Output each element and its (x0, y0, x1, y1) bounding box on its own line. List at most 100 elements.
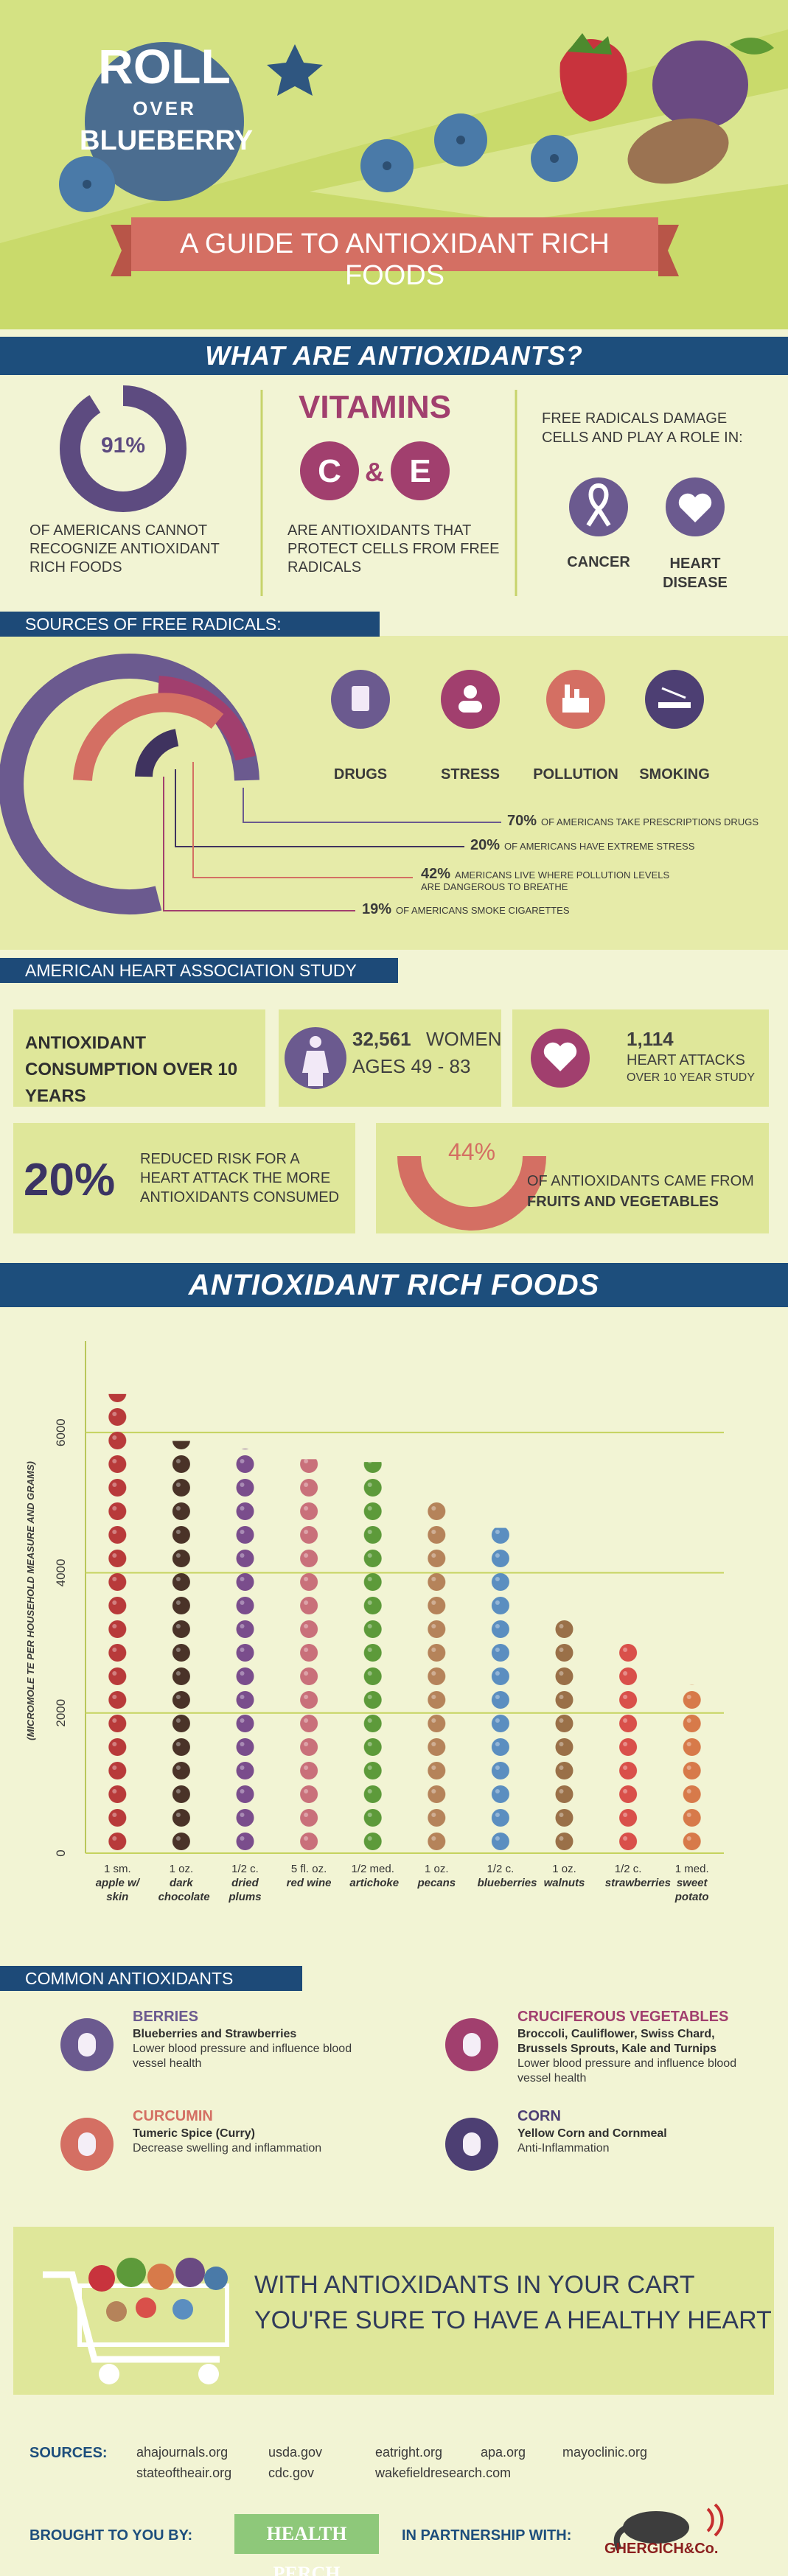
y-tick-label: 6000 (54, 1418, 68, 1446)
fruit-pct: 44% (447, 1138, 496, 1165)
vitamin: E (409, 453, 431, 489)
bar (677, 1684, 707, 1853)
category: dried plums (229, 1877, 262, 1903)
bar (422, 1502, 452, 1853)
study-art (0, 983, 788, 1263)
cart-art (13, 2227, 774, 2395)
x-tick-label: 1/2 c. strawberries (596, 1862, 672, 1890)
sources-label: SOURCES: (29, 2445, 108, 2461)
item-icon-glyph (78, 2132, 96, 2156)
bar (294, 1459, 324, 1853)
bar (549, 1615, 579, 1853)
category: pecans (417, 1877, 456, 1889)
x-tick-label: 5 fl. oz. red wine (277, 1862, 341, 1890)
x-tick-label: 1/2 c. dried plums (213, 1862, 277, 1904)
measure: 1 oz. (425, 1863, 449, 1875)
title-line: BLUEBERRY (80, 125, 254, 156)
cart-line: YOU'RE SURE TO HAVE A HEALTHY HEART (254, 2306, 772, 2334)
risk: 20% (24, 1155, 116, 1205)
source-link[interactable]: mayoclinic.org (562, 2445, 648, 2460)
source-link[interactable]: stateoftheair.org (136, 2465, 232, 2480)
brand[interactable]: HEALTH PERCH (234, 2514, 379, 2576)
source-label: DRUGS (333, 766, 388, 783)
item-foods: Broccoli, Cauliflower, Swiss Chard, Brus… (517, 2028, 716, 2055)
measure: 1/2 c. (231, 1863, 259, 1875)
y-tick-label: 2000 (54, 1699, 68, 1727)
bar (485, 1527, 515, 1853)
item-name: CURCUMIN (133, 2108, 213, 2124)
stat-text: OF AMERICANS HAVE EXTREME STRESS (504, 841, 695, 852)
x-tick-label: 1/2 med. artichoke (341, 1862, 405, 1890)
item-foods: Blueberries and Strawberries (133, 2028, 297, 2040)
vitamin: C (318, 453, 341, 489)
partner-art (613, 2503, 724, 2551)
item-name: BERRIES (133, 2009, 198, 2025)
measure: 1 sm. (103, 1863, 131, 1875)
fruit-bold: FRUITS AND VEGETABLES (527, 1194, 719, 1210)
subtitle: A GUIDE TO ANTIOXIDANT RICH FOODS (180, 228, 610, 291)
women-count: 32,561 (352, 1028, 411, 1050)
partner[interactable]: GHERGICH&Co. (604, 2541, 719, 2557)
attacks-label: HEART ATTACKS (627, 1052, 745, 1068)
x-tick-label: 1 sm. apple w/ skin (86, 1862, 150, 1904)
section-label: SOURCES OF FREE RADICALS: (0, 612, 380, 637)
risk-text: REDUCED RISK FOR A HEART ATTACK THE MORE… (140, 1151, 340, 1205)
measure: 1 oz. (552, 1863, 576, 1875)
radicals-art (0, 611, 788, 950)
x-tick-label: 1 oz. walnuts (532, 1862, 596, 1890)
title-line: ROLL (98, 39, 231, 94)
women-label: WOMEN (426, 1028, 502, 1050)
measure: 1/2 med. (351, 1863, 394, 1875)
category: red wine (286, 1877, 332, 1889)
source-link[interactable]: ahajournals.org (136, 2445, 229, 2460)
item-icon-glyph (78, 2033, 96, 2057)
category: strawberries (604, 1877, 672, 1889)
disease: HEART DISEASE (663, 556, 728, 591)
stat-value: 19% (362, 901, 392, 917)
brought: BROUGHT TO YOU BY: (29, 2527, 193, 2544)
chart-title: ANTIOXIDANT RICH FOODS (0, 1263, 788, 1307)
stat-text: AMERICANS LIVE WHERE POLLUTION LEVELS AR… (421, 869, 670, 892)
stat-row: 70% OF AMERICANS TAKE PRESCRIPTIONS DRUGS (507, 813, 773, 829)
source-label: STRESS (440, 766, 501, 783)
item-foods: Tumeric Spice (Curry) (133, 2127, 255, 2140)
women-ages: AGES 49 - 83 (352, 1055, 471, 1077)
item-name: CORN (517, 2108, 561, 2124)
stat-text: OF AMERICANS SMOKE CIGARETTES (396, 905, 570, 916)
item-text: Anti-Inflammation (517, 2142, 610, 2155)
item-icon-glyph (463, 2033, 481, 2057)
item: CRUCIFEROUS VEGETABLES Broccoli, Cauliflo… (517, 2009, 761, 2086)
source-link[interactable]: cdc.gov (268, 2465, 315, 2480)
stat-row: 19% OF AMERICANS SMOKE CIGARETTES (362, 901, 657, 917)
cart-line: WITH ANTIOXIDANTS IN YOUR CART (254, 2271, 695, 2299)
attacks-sub: OVER 10 YEAR STUDY (627, 1071, 755, 1084)
item-icon-glyph (463, 2132, 481, 2156)
stat: 91% (100, 433, 146, 458)
source-link[interactable]: apa.org (481, 2445, 526, 2460)
item: BERRIES Blueberries and Strawberries Lower… (133, 2009, 369, 2071)
vitamins-title: VITAMINS (299, 389, 451, 425)
measure: 1 oz. (169, 1863, 194, 1875)
x-tick-label: 1 oz. dark chocolate (150, 1862, 214, 1904)
bar (358, 1462, 388, 1853)
item-text: Lower blood pressure and influence blood… (517, 2057, 737, 2085)
partnership: IN PARTNERSHIP WITH: (402, 2527, 572, 2544)
source-link[interactable]: usda.gov (268, 2445, 323, 2460)
measure: 1 med. (674, 1863, 709, 1875)
section-banner: WHAT ARE ANTIOXIDANTS? (0, 337, 788, 375)
source-label: POLLUTION (533, 766, 618, 783)
source-link[interactable]: wakefieldresearch.com (375, 2465, 512, 2480)
stat-text: OF AMERICANS TAKE PRESCRIPTIONS DRUGS (541, 816, 759, 827)
category: apple w/ skin (95, 1877, 139, 1903)
source-link[interactable]: eatright.org (375, 2445, 443, 2460)
stat-text: OF AMERICANS CANNOT RECOGNIZE ANTIOXIDAN… (29, 522, 220, 575)
category: walnuts (543, 1877, 585, 1889)
stat-value: 70% (507, 813, 537, 829)
stat-row: 42% AMERICANS LIVE WHERE POLLUTION LEVELS… (421, 866, 672, 893)
bar (166, 1441, 196, 1853)
stat-value: 42% (421, 866, 451, 882)
header-art (0, 0, 788, 329)
fruit-text: OF ANTIOXIDANTS CAME FROM (527, 1173, 754, 1189)
vitamins-text: ARE ANTIOXIDANTS THAT PROTECT CELLS FROM… (287, 522, 500, 575)
